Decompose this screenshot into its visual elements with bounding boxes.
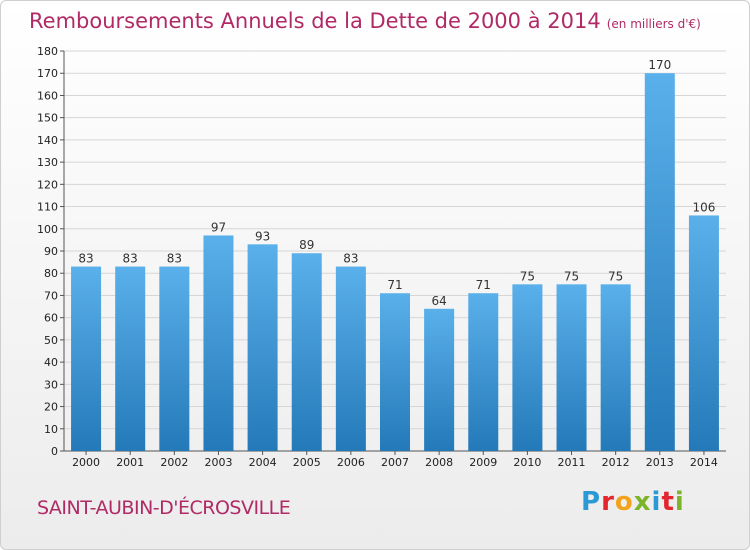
y-tick-label: 80 bbox=[44, 267, 58, 280]
logo-letter: r bbox=[601, 487, 615, 517]
data-label-2012: 75 bbox=[608, 269, 623, 283]
y-tick-label: 70 bbox=[44, 289, 58, 302]
chart-subtitle: (en milliers d'€) bbox=[606, 17, 701, 31]
y-tick-label: 170 bbox=[37, 67, 58, 80]
y-tick-label: 0 bbox=[51, 445, 58, 458]
y-tick-label: 90 bbox=[44, 245, 58, 258]
y-tick-label: 10 bbox=[44, 423, 58, 436]
logo-letter: t bbox=[661, 487, 675, 517]
logo-letter: o bbox=[614, 487, 634, 517]
commune-name: SAINT-AUBIN-D'ÉCROSVILLE bbox=[37, 497, 291, 519]
y-tick-label: 140 bbox=[37, 134, 58, 147]
x-tick-label-2005: 2005 bbox=[293, 456, 321, 469]
data-label-2009: 71 bbox=[476, 278, 491, 292]
bar-2001 bbox=[115, 266, 146, 451]
bar-2002 bbox=[159, 266, 190, 451]
x-tick-label-2010: 2010 bbox=[513, 456, 541, 469]
title-text: Remboursements Annuels de la Dette de 20… bbox=[29, 9, 601, 33]
bar-2012 bbox=[600, 284, 631, 451]
x-tick-label-2013: 2013 bbox=[646, 456, 674, 469]
logo-letter: i bbox=[674, 487, 685, 517]
bar-chart: 0 10 20 30 40 50 60 70 80 90 100 110 120 130 140 150 160… bbox=[37, 45, 726, 469]
chart-title: Remboursements Annuels de la Dette de 20… bbox=[29, 9, 701, 33]
data-label-2003: 97 bbox=[211, 220, 226, 234]
data-label-2008: 64 bbox=[431, 294, 446, 308]
y-tick-label: 160 bbox=[37, 89, 58, 102]
bar-2011 bbox=[556, 284, 587, 451]
data-label-2014: 106 bbox=[692, 200, 715, 214]
data-label-2002: 83 bbox=[167, 252, 182, 266]
x-tick-label-2008: 2008 bbox=[425, 456, 453, 469]
y-tick-label: 130 bbox=[37, 156, 58, 169]
x-tick-label-2003: 2003 bbox=[204, 456, 232, 469]
data-labels: 83 83 83 97 93 89 83 71 64 71 75 75 75 170 106 bbox=[78, 58, 715, 308]
bar-2004 bbox=[247, 244, 278, 451]
x-tick-label-2006: 2006 bbox=[337, 456, 365, 469]
data-label-2011: 75 bbox=[564, 269, 579, 283]
bar-2008 bbox=[424, 308, 455, 451]
x-tick-label-2012: 2012 bbox=[602, 456, 630, 469]
bar-2014 bbox=[688, 215, 719, 451]
data-label-2013: 170 bbox=[648, 58, 671, 72]
y-tick-label: 110 bbox=[37, 201, 58, 214]
x-tick-label-2014: 2014 bbox=[690, 456, 718, 469]
bar-2003 bbox=[203, 235, 234, 451]
bar-2007 bbox=[379, 293, 411, 451]
x-tick-label-2009: 2009 bbox=[469, 456, 497, 469]
data-label-2004: 93 bbox=[255, 229, 270, 243]
bars bbox=[71, 73, 719, 451]
bar-2005 bbox=[291, 253, 322, 451]
bar-2013 bbox=[644, 73, 675, 451]
y-tick-label: 50 bbox=[44, 334, 58, 347]
x-tick-label-2011: 2011 bbox=[558, 456, 586, 469]
y-tick-label: 30 bbox=[44, 378, 58, 391]
x-tick-label-2002: 2002 bbox=[160, 456, 188, 469]
data-label-2007: 71 bbox=[387, 278, 402, 292]
data-label-2010: 75 bbox=[520, 269, 535, 283]
y-tick-label: 180 bbox=[37, 45, 58, 58]
bar-2009 bbox=[468, 293, 499, 451]
proxiti-logo: Proxiti bbox=[581, 487, 685, 517]
logo-letter: P bbox=[581, 487, 602, 517]
logo-letter: x bbox=[633, 487, 652, 517]
bar-2010 bbox=[512, 284, 543, 451]
y-tick-label: 100 bbox=[37, 223, 58, 236]
data-label-2005: 89 bbox=[299, 238, 314, 252]
y-tick-label: 150 bbox=[37, 112, 58, 125]
x-tick-label-2001: 2001 bbox=[116, 456, 144, 469]
logo-letter: i bbox=[651, 487, 662, 517]
y-tick-label: 20 bbox=[44, 401, 58, 414]
data-label-2000: 83 bbox=[78, 252, 93, 266]
x-tick-label-2000: 2000 bbox=[72, 456, 100, 469]
data-label-2001: 83 bbox=[123, 252, 138, 266]
x-tick-label-2004: 2004 bbox=[249, 456, 277, 469]
y-tick-label: 120 bbox=[37, 178, 58, 191]
x-tick-label-2007: 2007 bbox=[381, 456, 409, 469]
bar-2006 bbox=[335, 266, 366, 451]
bar-2000 bbox=[71, 266, 102, 451]
data-label-2006: 83 bbox=[343, 252, 358, 266]
y-tick-label: 60 bbox=[44, 312, 58, 325]
y-tick-label: 40 bbox=[44, 356, 58, 369]
